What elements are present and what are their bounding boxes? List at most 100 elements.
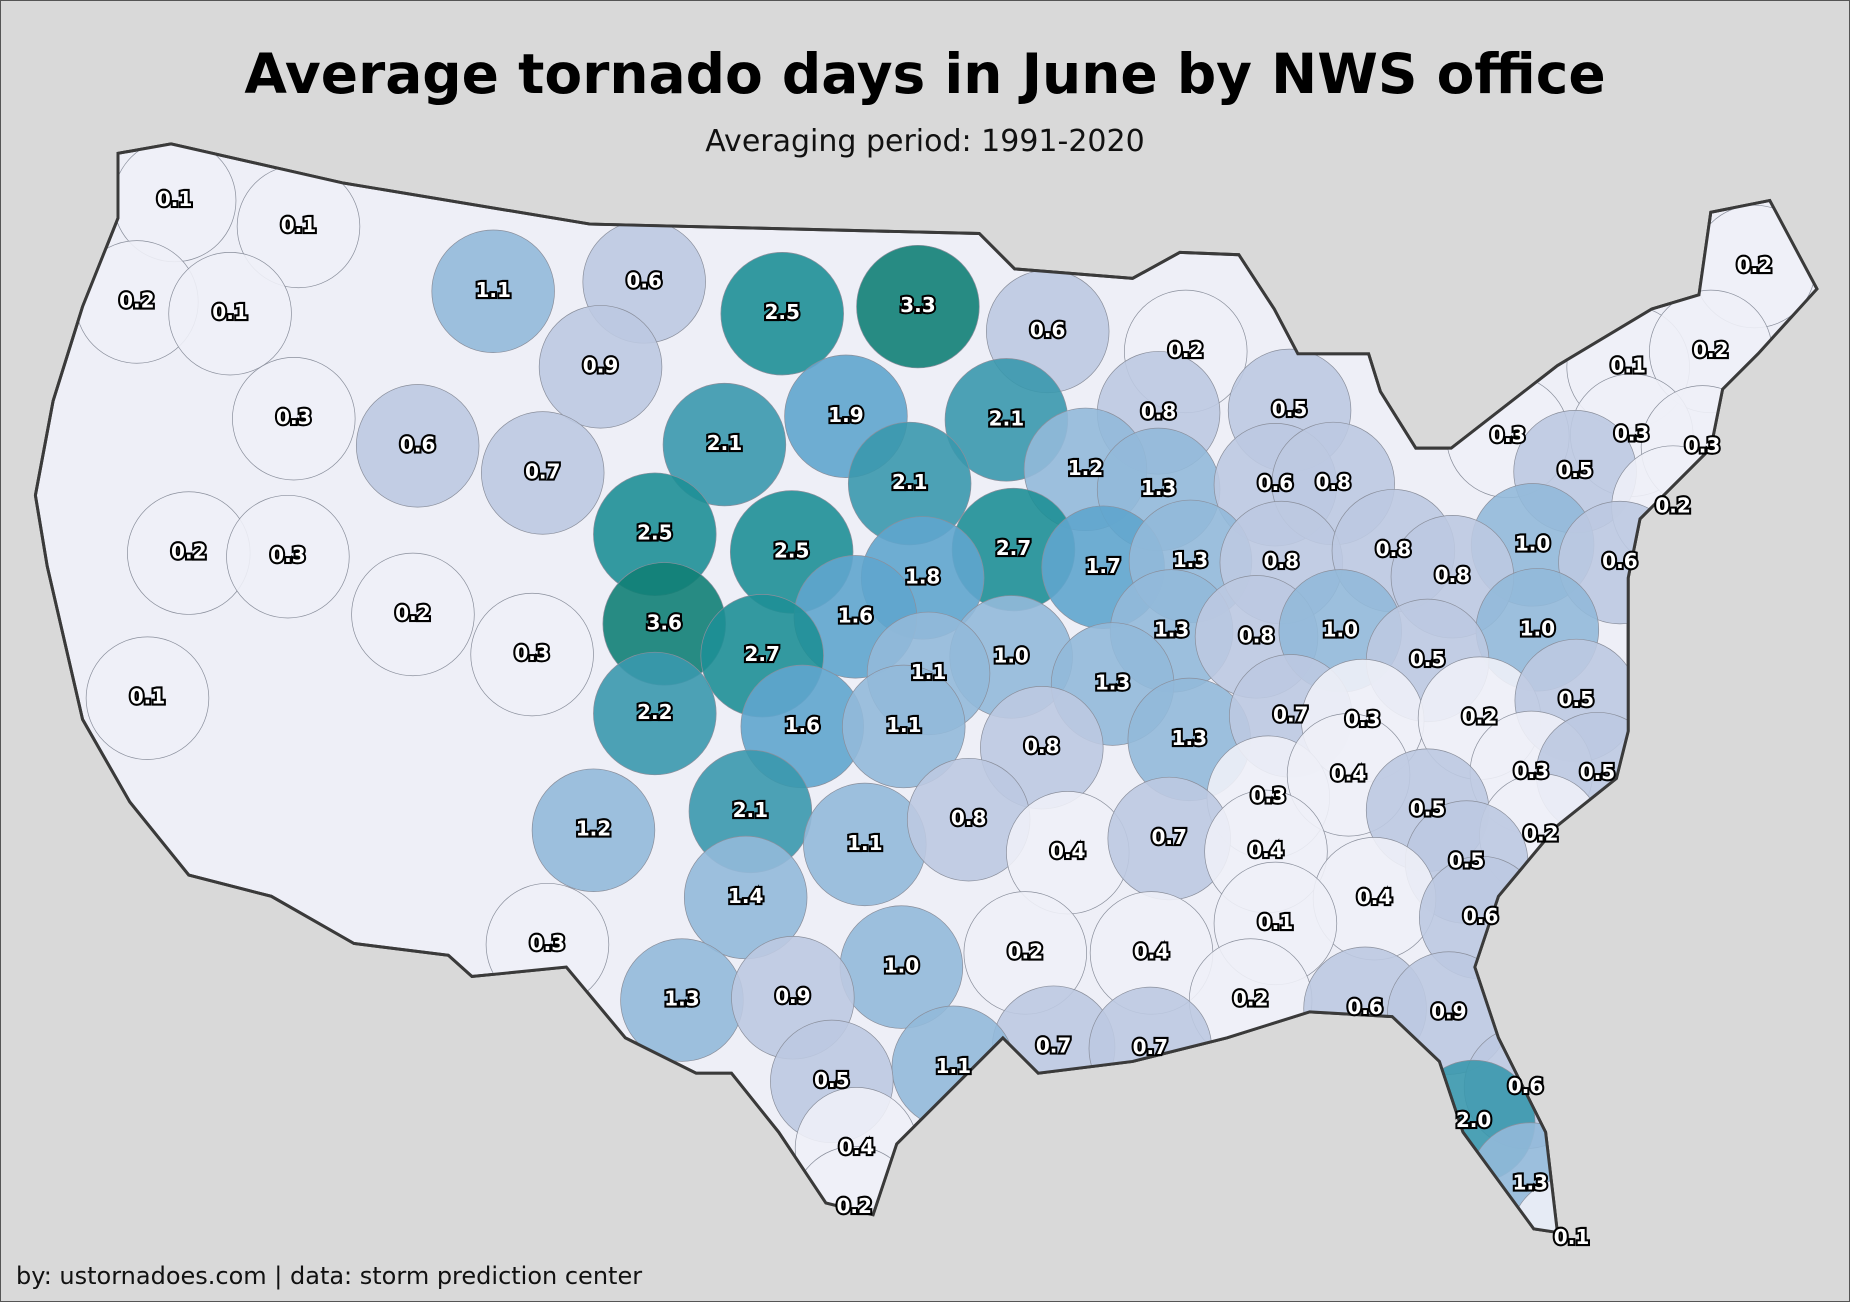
office-value-label: 0.1 <box>157 187 193 211</box>
map-title: Average tornado days in June by NWS offi… <box>244 42 1606 106</box>
office-value-label: 0.6 <box>1508 1074 1544 1098</box>
office-value-label: 1.3 <box>1173 548 1209 572</box>
office-value-label: 0.9 <box>1431 1000 1467 1024</box>
office-value-label: 0.8 <box>1141 399 1177 423</box>
office-value-label: 0.6 <box>1030 318 1066 342</box>
office-value-label: 0.5 <box>814 1068 850 1092</box>
office-value-label: 1.3 <box>1172 726 1208 750</box>
office-value-label: 0.2 <box>836 1194 872 1218</box>
office-value-label: 0.2 <box>119 288 155 312</box>
office-value-label: 0.3 <box>530 931 566 955</box>
office-value-label: 1.6 <box>785 713 821 737</box>
office-region <box>431 229 555 353</box>
office-value-label: 0.4 <box>1357 885 1393 909</box>
office-value-label: 0.5 <box>1272 397 1308 421</box>
credit-text: by: ustornadoes.com | data: storm predic… <box>16 1262 643 1290</box>
office-value-label: 0.3 <box>1514 759 1550 783</box>
office-value-label: 0.3 <box>1685 433 1721 457</box>
office-value-label: 1.1 <box>936 1054 972 1078</box>
office-value-label: 1.6 <box>838 603 874 627</box>
office-value-label: 2.1 <box>989 406 1025 430</box>
office-value-label: 0.8 <box>1264 549 1300 573</box>
office-value-label: 0.3 <box>514 641 550 665</box>
office-value-label: 3.6 <box>646 610 682 634</box>
office-value-label: 0.3 <box>1490 423 1526 447</box>
office-value-label: 0.2 <box>1693 338 1729 362</box>
office-value-label: 1.0 <box>1323 617 1359 641</box>
office-value-label: 0.7 <box>1151 825 1187 849</box>
office-region <box>226 494 350 619</box>
office-value-label: 1.3 <box>664 987 700 1011</box>
office-region <box>531 768 656 892</box>
office-value-label: 0.3 <box>1345 707 1381 731</box>
office-value-label: 0.1 <box>281 213 317 237</box>
office-value-label: 0.7 <box>1036 1034 1072 1058</box>
office-value-label: 0.8 <box>1315 470 1351 494</box>
office-value-label: 0.4 <box>1050 839 1086 863</box>
office-value-label: 0.4 <box>1248 838 1284 862</box>
office-value-label: 2.7 <box>744 642 780 666</box>
office-value-label: 0.6 <box>400 432 436 456</box>
office-value-label: 1.2 <box>576 817 612 841</box>
office-value-label: 2.7 <box>996 536 1032 560</box>
office-region <box>842 664 966 789</box>
office-value-label: 0.5 <box>1559 687 1595 711</box>
office-region <box>720 252 844 376</box>
office-region <box>351 552 475 677</box>
office-value-label: 2.0 <box>1456 1108 1492 1132</box>
office-value-label: 1.0 <box>884 954 920 978</box>
office-value-label: 1.4 <box>728 884 764 908</box>
map-subtitle: Averaging period: 1991-2020 <box>705 124 1145 159</box>
office-value-label: 0.1 <box>1554 1225 1590 1249</box>
office-value-label: 0.5 <box>1449 849 1485 873</box>
office-value-label: 0.7 <box>1133 1035 1169 1059</box>
office-region <box>232 356 356 481</box>
office-value-label: 1.1 <box>911 660 947 684</box>
office-value-label: 0.5 <box>1410 647 1446 671</box>
office-value-label: 2.2 <box>637 700 673 724</box>
office-value-label: 1.8 <box>905 564 941 588</box>
office-region <box>593 651 717 776</box>
office-value-label: 0.8 <box>1239 623 1275 647</box>
office-value-label: 0.1 <box>1610 353 1646 377</box>
office-value-label: 0.4 <box>1331 761 1367 785</box>
office-value-label: 0.5 <box>1410 797 1446 821</box>
office-value-label: 2.5 <box>637 521 673 545</box>
office-value-label: 0.2 <box>1168 338 1204 362</box>
office-value-label: 0.9 <box>583 353 619 377</box>
office-value-label: 0.5 <box>1580 760 1616 784</box>
office-value-label: 0.3 <box>1251 784 1287 808</box>
office-value-label: 1.7 <box>1085 554 1121 578</box>
office-region <box>538 305 663 429</box>
office-value-label: 3.3 <box>900 293 936 317</box>
office-value-label: 0.2 <box>1462 705 1498 729</box>
office-value-label: 1.3 <box>1141 476 1177 500</box>
office-value-label: 2.5 <box>764 300 800 324</box>
office-value-label: 2.5 <box>774 538 810 562</box>
office-value-label: 0.6 <box>1602 549 1638 573</box>
office-value-label: 0.2 <box>1655 494 1691 518</box>
office-value-label: 1.1 <box>847 831 883 855</box>
office-value-label: 0.3 <box>1614 422 1650 446</box>
office-value-label: 0.2 <box>1737 253 1773 277</box>
office-value-label: 2.1 <box>892 470 928 494</box>
office-value-label: 1.3 <box>1513 1171 1549 1195</box>
office-region <box>85 636 210 760</box>
office-value-label: 0.2 <box>395 601 431 625</box>
office-value-label: 0.7 <box>1273 702 1309 726</box>
office-value-label: 0.3 <box>270 543 306 567</box>
office-value-label: 0.1 <box>212 300 248 324</box>
office-value-label: 1.0 <box>1515 531 1551 555</box>
office-value-label: 1.9 <box>828 403 864 427</box>
office-value-label: 0.4 <box>1134 939 1170 963</box>
office-value-label: 2.1 <box>733 798 769 822</box>
office-value-label: 0.4 <box>839 1135 875 1159</box>
office-value-label: 0.8 <box>1435 563 1471 587</box>
office-value-label: 0.1 <box>130 685 166 709</box>
office-value-label: 1.2 <box>1068 456 1104 480</box>
office-value-label: 0.9 <box>775 984 811 1008</box>
office-value-label: 0.3 <box>276 405 312 429</box>
office-value-label: 2.1 <box>707 431 743 455</box>
office-value-label: 1.0 <box>1520 616 1556 640</box>
